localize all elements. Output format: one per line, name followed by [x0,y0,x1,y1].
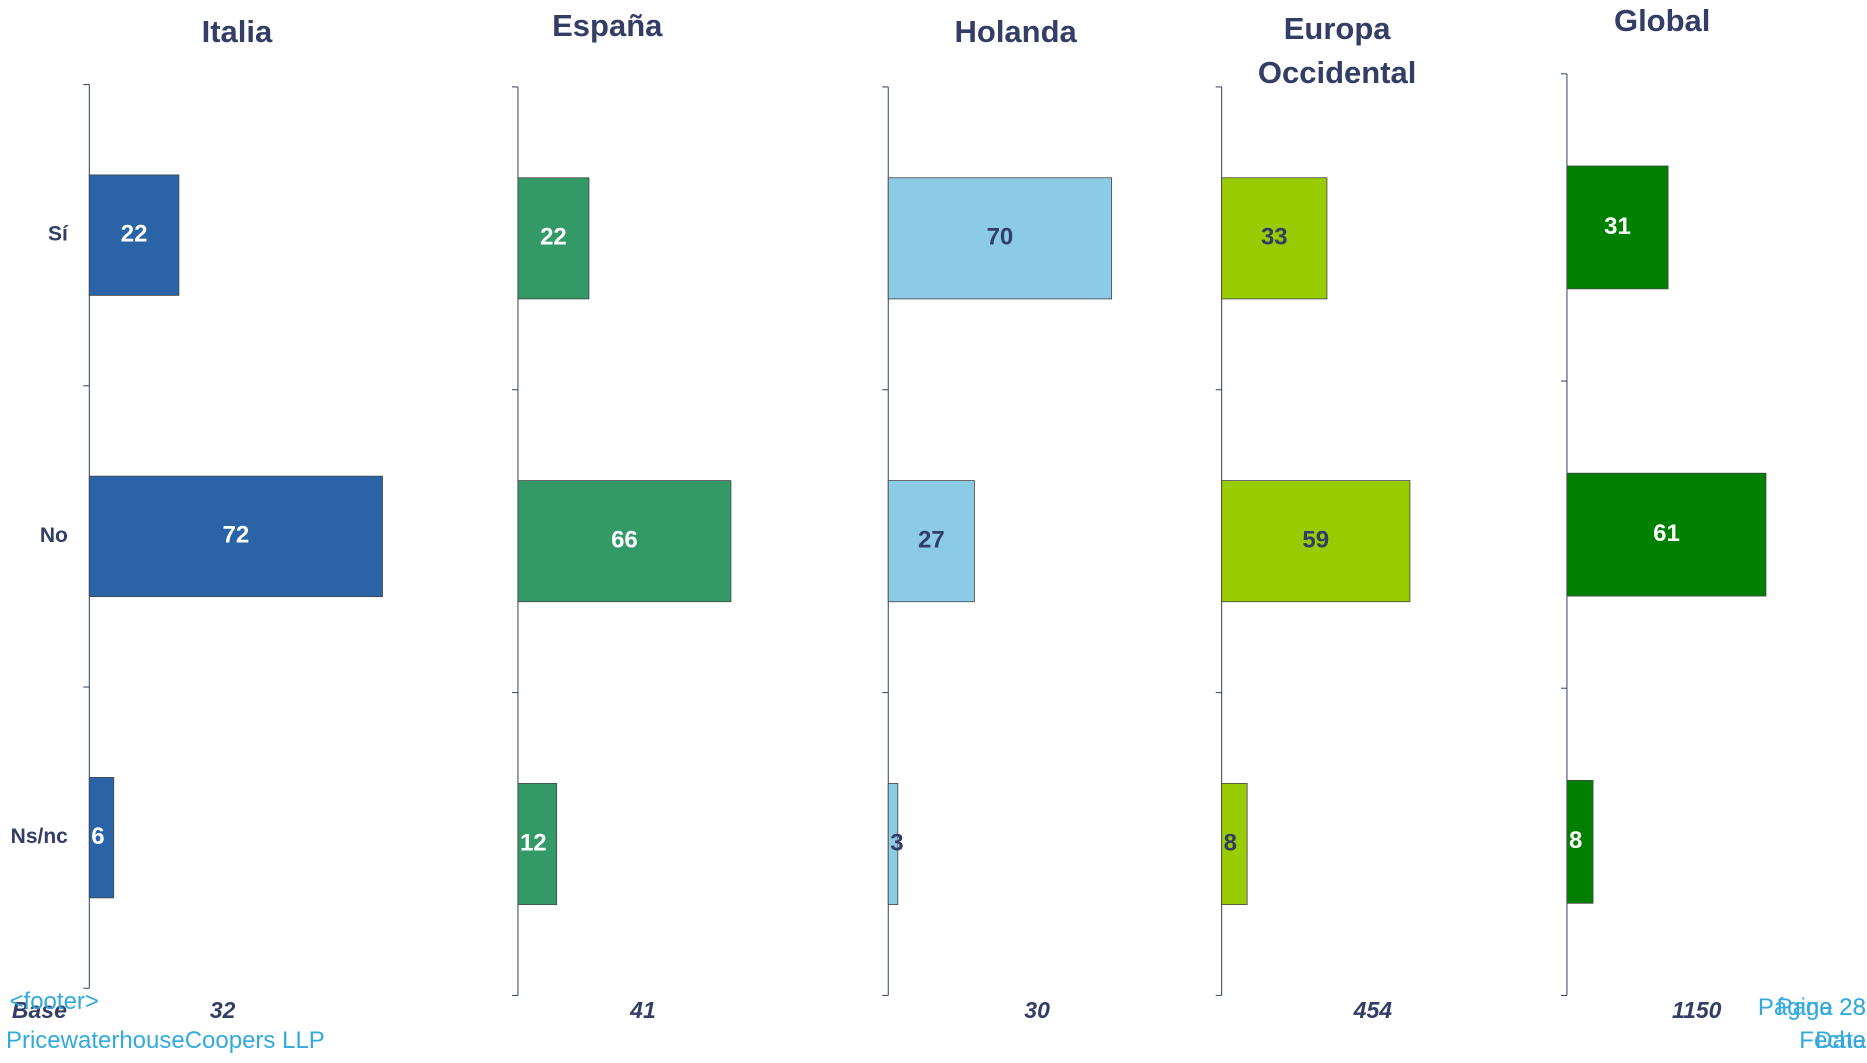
bar [1566,165,1669,290]
bar [887,177,1113,300]
footer-page: Page 28 [1777,994,1866,1021]
base-label: Base [12,997,67,1023]
value-label: 59 [1302,527,1329,554]
base-value: 30 [1024,997,1050,1023]
bar [88,475,383,598]
value-label: 8 [1224,829,1237,856]
panel-title: España [552,8,663,44]
panel-title: Global [1613,3,1711,39]
bar [517,783,558,905]
bar [1221,177,1328,300]
bar [1221,480,1411,603]
base-value: 32 [210,997,236,1023]
panel-title: Holanda [954,14,1077,50]
value-label: 6 [91,823,104,850]
footer-company: PricewaterhouseCoopers LLP [6,1027,325,1054]
bar [887,480,975,603]
category-label: No [40,524,68,547]
value-label: 3 [890,829,903,856]
value-label: 22 [121,221,148,248]
panel-title: Italia [201,14,273,50]
value-label: 70 [987,224,1014,251]
bar [88,777,115,899]
value-label: 27 [918,527,945,554]
base-value: 41 [629,997,656,1023]
value-label: 66 [611,527,638,554]
value-label: 22 [540,224,567,251]
footer-page: Página 28 [1758,994,1866,1021]
bar [1566,779,1594,904]
bar [88,174,180,296]
footer-date: Date [1815,1027,1866,1054]
category-label: Sí [48,223,69,246]
bar [517,177,590,300]
bar [1221,783,1248,905]
value-label: 61 [1653,520,1680,547]
value-label: 8 [1569,827,1582,854]
base-value: 454 [1353,997,1393,1023]
bar [887,783,899,905]
value-label: 12 [520,829,547,856]
value-label: 33 [1261,224,1288,251]
bar [517,480,732,603]
panel-title: Europa Occidental [1257,10,1417,90]
base-value: 1150 [1672,997,1722,1023]
footer-date: Fecha [1799,1027,1866,1054]
bar [1566,472,1767,597]
value-label: 31 [1604,213,1631,240]
value-label: 72 [223,522,250,549]
category-label: Ns/nc [11,825,69,848]
footer-placeholder: <footer> [10,988,99,1015]
